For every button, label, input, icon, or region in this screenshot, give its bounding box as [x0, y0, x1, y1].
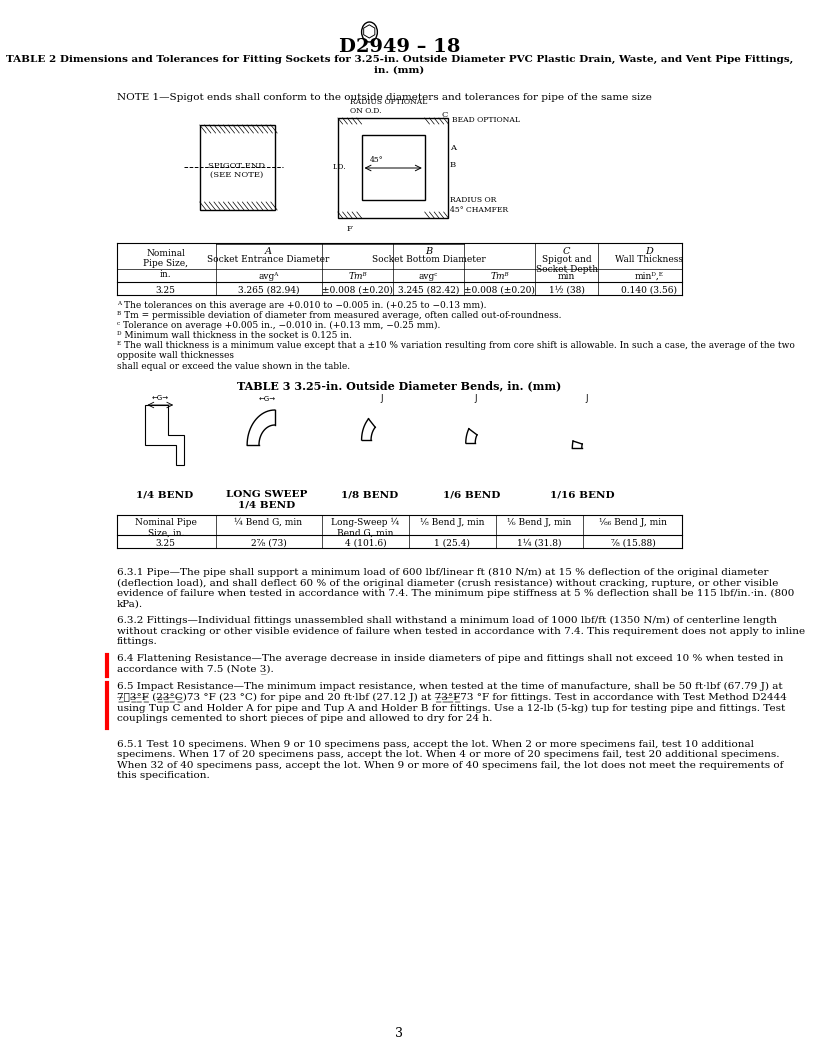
Text: F: F: [347, 225, 353, 233]
Text: ±0.008 (±0.20): ±0.008 (±0.20): [464, 286, 535, 295]
Text: Nominal
Pipe Size,
in.: Nominal Pipe Size, in.: [144, 249, 188, 279]
Text: RADIUS OR
45° CHAMFER: RADIUS OR 45° CHAMFER: [450, 196, 508, 213]
Text: Spigot and
Socket Depth: Spigot and Socket Depth: [536, 254, 598, 275]
Text: NOTE 1—Spigot ends shall conform to the outside diameters and tolerances for pip: NOTE 1—Spigot ends shall conform to the …: [117, 93, 652, 102]
Text: 1/6 BEND: 1/6 BEND: [443, 490, 501, 499]
Text: Wall Thickness: Wall Thickness: [615, 254, 683, 264]
Text: Tmᴮ: Tmᴮ: [348, 272, 367, 281]
Text: 1 (25.4): 1 (25.4): [434, 539, 470, 548]
Text: 6.3.2 Fittings—Individual fittings unassembled shall withstand a minimum load of: 6.3.2 Fittings—Individual fittings unass…: [117, 616, 805, 646]
Text: Nominal Pipe
Size, in.: Nominal Pipe Size, in.: [135, 518, 197, 538]
Text: 4 (101.6): 4 (101.6): [344, 539, 386, 548]
Text: 6.3.1 Pipe—The pipe shall support a minimum load of 600 lbf/linear ft (810 N/m) : 6.3.1 Pipe—The pipe shall support a mini…: [117, 568, 794, 608]
Bar: [338, 118, 449, 218]
Text: A: A: [265, 247, 272, 256]
Text: ⅛ Bend J, min: ⅛ Bend J, min: [420, 518, 485, 527]
Text: ⅞ (15.88): ⅞ (15.88): [610, 539, 655, 548]
Text: 3.245 (82.42): 3.245 (82.42): [398, 286, 459, 295]
Text: C: C: [441, 111, 448, 119]
Text: 3.25: 3.25: [156, 539, 175, 548]
Text: ᴱ The wall thickness is a minimum value except that a ±10 % variation resulting : ᴱ The wall thickness is a minimum value …: [117, 341, 795, 371]
Text: J: J: [475, 394, 477, 403]
Text: ←G→: ←G→: [152, 395, 169, 401]
Text: 1/4 BEND: 1/4 BEND: [135, 490, 193, 499]
Text: min: min: [558, 272, 575, 281]
Text: ←G→: ←G→: [259, 396, 276, 402]
Polygon shape: [144, 406, 184, 465]
Text: C: C: [563, 247, 570, 256]
Text: TABLE 3 3.25-in. Outside Diameter Bends, in. (mm): TABLE 3 3.25-in. Outside Diameter Bends,…: [237, 380, 561, 391]
Text: avgᴬ: avgᴬ: [258, 272, 278, 281]
Text: 6.4 Flattening Resistance—The average decrease in inside diameters of pipe and f: 6.4 Flattening Resistance—The average de…: [117, 654, 783, 674]
Text: 0.140 (3.56): 0.140 (3.56): [621, 286, 677, 295]
Text: 1¼ (31.8): 1¼ (31.8): [517, 539, 561, 548]
Text: SPIGOT END
(SEE NOTE): SPIGOT END (SEE NOTE): [208, 162, 265, 180]
Text: 3.265 (82.94): 3.265 (82.94): [237, 286, 299, 295]
Text: B: B: [450, 161, 456, 169]
Text: minᴰ,ᴱ: minᴰ,ᴱ: [635, 272, 663, 281]
Bar: [200, 125, 275, 210]
Text: 1/16 BEND: 1/16 BEND: [550, 490, 615, 499]
Text: J: J: [380, 394, 383, 403]
Text: ⬡: ⬡: [362, 23, 377, 41]
Text: LONG SWEEP
1/4 BEND: LONG SWEEP 1/4 BEND: [226, 490, 308, 509]
Text: J: J: [585, 394, 588, 403]
Text: 1/8 BEND: 1/8 BEND: [341, 490, 398, 499]
Text: avgᶜ: avgᶜ: [419, 272, 438, 281]
Text: B: B: [425, 247, 432, 256]
Text: ᴰ Minimum wall thickness in the socket is 0.125 in.: ᴰ Minimum wall thickness in the socket i…: [117, 331, 352, 340]
Text: A: A: [450, 144, 456, 152]
Text: D2949 – 18: D2949 – 18: [339, 38, 460, 56]
Text: 3: 3: [396, 1027, 403, 1040]
Text: Socket Bottom Diameter: Socket Bottom Diameter: [372, 254, 486, 264]
Text: ⅙ Bend J, min: ⅙ Bend J, min: [507, 518, 571, 527]
Text: ᴮ Tm = permissible deviation of diameter from measured average, often called out: ᴮ Tm = permissible deviation of diameter…: [117, 312, 561, 320]
Text: D: D: [645, 247, 653, 256]
Text: Long-Sweep ¼
Bend G, min: Long-Sweep ¼ Bend G, min: [331, 518, 400, 538]
Text: 2⅞ (73): 2⅞ (73): [251, 539, 286, 548]
Text: ᶜ Tolerance on average +0.005 in., −0.010 in. (+0.13 mm, −0.25 mm).: ᶜ Tolerance on average +0.005 in., −0.01…: [117, 321, 441, 331]
Text: BEAD OPTIONAL: BEAD OPTIONAL: [452, 116, 521, 124]
Text: 3.25: 3.25: [156, 286, 175, 295]
Text: ±0.008 (±0.20): ±0.008 (±0.20): [322, 286, 393, 295]
Text: RADIUS OPTIONAL
ON O.D.: RADIUS OPTIONAL ON O.D.: [350, 98, 427, 115]
Text: 1½ (38): 1½ (38): [549, 286, 585, 295]
Text: Tmᴮ: Tmᴮ: [490, 272, 509, 281]
Text: ¼ Bend G, min: ¼ Bend G, min: [234, 518, 303, 527]
Text: Socket Entrance Diameter: Socket Entrance Diameter: [207, 254, 330, 264]
Text: ᴬ The tolerances on this average are +0.010 to −0.005 in. (+0.25 to −0.13 mm).: ᴬ The tolerances on this average are +0.…: [117, 301, 486, 310]
Text: 6.5.1 Test 10 specimens. When 9 or 10 specimens pass, accept the lot. When 2 or : 6.5.1 Test 10 specimens. When 9 or 10 sp…: [117, 740, 783, 780]
Text: TABLE 2 Dimensions and Tolerances for Fitting Sockets for 3.25-in. Outside Diame: TABLE 2 Dimensions and Tolerances for Fi…: [6, 55, 793, 74]
Text: ⅛₆ Bend J, min: ⅛₆ Bend J, min: [599, 518, 667, 527]
Text: 45°: 45°: [370, 156, 383, 164]
Bar: [361, 135, 425, 200]
Text: I.D.: I.D.: [332, 163, 346, 171]
Text: 6.5 Impact Resistance—The minimum impact resistance, when tested at the time of : 6.5 Impact Resistance—The minimum impact…: [117, 682, 787, 723]
